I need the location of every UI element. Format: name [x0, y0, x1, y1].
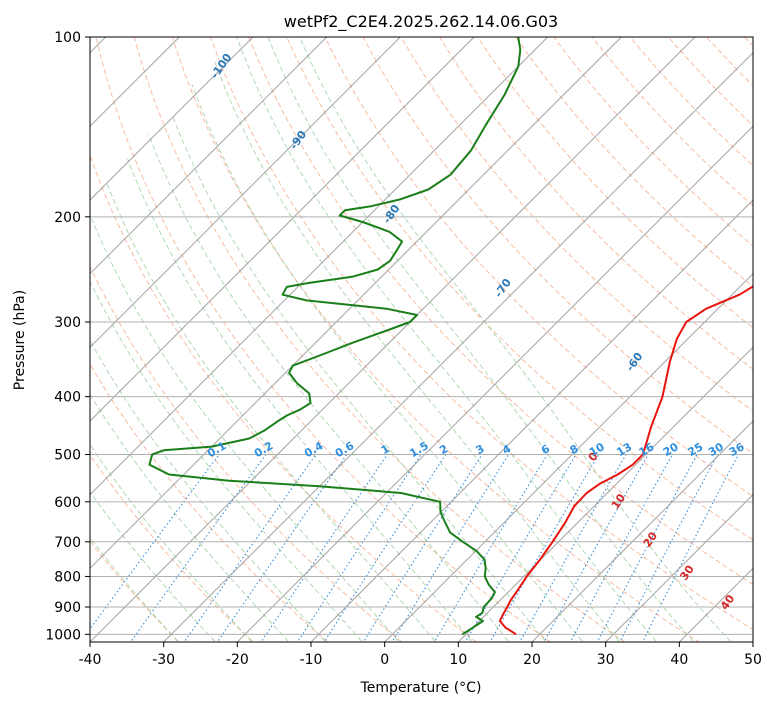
- dry-adiabat-line: [286, 37, 753, 541]
- isotherm-line: [236, 125, 753, 642]
- dry-adiabat-line: [209, 37, 753, 631]
- y-tick-label: 800: [54, 569, 81, 585]
- y-tick-label: 500: [54, 448, 81, 464]
- y-tick-label: 1000: [45, 627, 81, 643]
- isotherm-line: [90, 37, 401, 349]
- mixing-ratio-line: [391, 454, 510, 642]
- x-axis-ticks: -40 -30 -20 -10 0 10 20 30 40 50: [79, 642, 762, 668]
- mixing-ratio-line: [216, 454, 348, 642]
- isotherm-line: [384, 272, 753, 642]
- dry-adiabat-line: [90, 265, 403, 642]
- dry-adiabat-line: [400, 37, 753, 412]
- mixing-ratio-line: [90, 454, 220, 630]
- x-tick-label: -10: [300, 652, 323, 668]
- moist-adiabat-line: [191, 84, 584, 642]
- x-tick-label: 30: [597, 652, 615, 668]
- isotherm-line: [90, 37, 696, 642]
- isotherm-line: [90, 37, 622, 570]
- dry-adiabat-line: [171, 37, 700, 642]
- isotherm-line: [90, 37, 475, 422]
- plot-frame: [89, 36, 754, 643]
- x-tick-label: 50: [744, 652, 762, 668]
- y-axis-ticks: 100 200 300 400 500 600 700 800 900 1000: [45, 30, 90, 643]
- grid-lines: [90, 37, 753, 642]
- dry-adiabat-line: [629, 37, 753, 167]
- background-lines: [90, 37, 753, 642]
- moist-adiabat-line: [171, 114, 547, 642]
- mixing-ratio-line: [129, 454, 267, 642]
- y-tick-label: 200: [54, 210, 81, 226]
- mixing-ratio-line: [433, 454, 548, 642]
- x-tick-label: -40: [79, 652, 102, 668]
- y-tick-label: 100: [54, 30, 81, 46]
- isotherm-line: [90, 37, 549, 496]
- dry-adiabat-line: [476, 37, 753, 329]
- y-axis-title: Pressure (hPa): [12, 290, 28, 390]
- isotherm-line: [90, 37, 254, 201]
- moist-adiabat-line: [214, 61, 621, 642]
- x-tick-label: 10: [449, 652, 467, 668]
- y-tick-label: 700: [54, 535, 81, 551]
- dry-adiabat-line: [95, 37, 552, 642]
- chart-title: wetPf2_C2E4.2025.262.14.06.G03: [284, 12, 558, 32]
- isotherm-line: [163, 51, 753, 642]
- x-tick-label: 0: [380, 652, 389, 668]
- moist-adiabat-line: [90, 536, 180, 642]
- y-tick-label: 400: [54, 390, 81, 406]
- dry-adiabat-line: [133, 37, 626, 642]
- moist-adiabat-line: [90, 443, 253, 642]
- y-tick-label: 900: [54, 600, 81, 616]
- mixing-ratio-line: [323, 454, 447, 642]
- mixing-ratio-line: [362, 454, 483, 642]
- mixing-ratio-line: [464, 454, 577, 642]
- sounding-profiles: [148, 37, 753, 636]
- x-tick-label: 40: [670, 652, 688, 668]
- moist-adiabat-line: [106, 182, 437, 642]
- dry-adiabat-line: [90, 154, 477, 642]
- x-tick-label: -30: [152, 652, 175, 668]
- mixing-ratio-line: [619, 454, 719, 642]
- dewpoint-profile: [148, 37, 522, 636]
- x-tick-label: -20: [226, 652, 249, 668]
- isotherm-line: [310, 199, 753, 642]
- mixing-ratio-line: [260, 454, 388, 642]
- x-tick-label: 20: [523, 652, 541, 668]
- mixing-ratio-line: [183, 454, 317, 642]
- moist-adiabat-line: [267, 37, 695, 642]
- dry-adiabat-line: [90, 540, 180, 642]
- mixing-ratio-line: [596, 454, 698, 642]
- moist-adiabat-line: [90, 393, 290, 642]
- isotherm-line: [457, 346, 753, 642]
- dry-adiabat-line: [553, 37, 753, 247]
- dry-adiabat-line: [248, 37, 753, 586]
- isotherm-line: [531, 420, 753, 642]
- mixing-ratio-line: [569, 454, 673, 642]
- y-tick-label: 300: [54, 315, 81, 331]
- moist-adiabat-line: [90, 280, 364, 642]
- y-tick-label: 600: [54, 495, 81, 511]
- mixing-ratio-line: [296, 454, 422, 642]
- temperature-profile: [498, 285, 753, 636]
- moist-adiabat-line: [90, 213, 400, 642]
- dry-adiabat-line: [362, 37, 753, 455]
- dry-adiabat-line: [438, 37, 753, 370]
- isotherm-line: [90, 37, 328, 275]
- x-axis-title: Temperature (°C): [360, 680, 482, 696]
- isotherm-line: [605, 493, 753, 642]
- moist-adiabat-line: [90, 339, 327, 642]
